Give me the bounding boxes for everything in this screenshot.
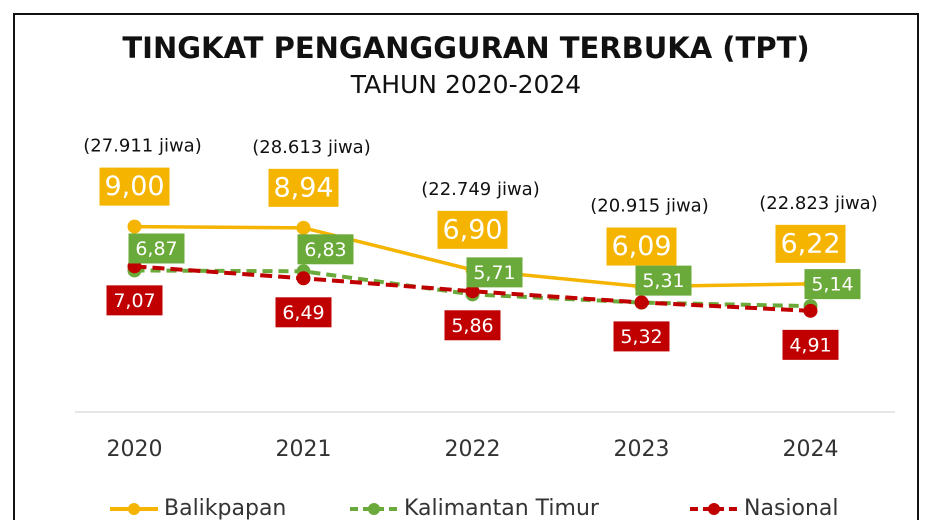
legend-marker — [368, 503, 380, 515]
series-line — [134, 264, 811, 313]
annotation: (22.749 jiwa) — [421, 179, 540, 200]
value-label: 9,00 — [104, 171, 164, 202]
point — [296, 220, 311, 235]
value-label: 4,91 — [789, 334, 831, 356]
value-label: 5,32 — [620, 326, 662, 348]
value-label: 5,14 — [811, 274, 853, 296]
annotation: (28.613 jiwa) — [252, 137, 371, 158]
legend-marker — [128, 503, 140, 515]
value-label: 6,49 — [282, 302, 324, 324]
value-label: 6,09 — [611, 231, 671, 262]
chart-subtitle: TAHUN 2020-2024 — [350, 70, 581, 99]
x-tick-label: 2022 — [445, 437, 501, 462]
x-tick-label: 2020 — [107, 437, 163, 462]
value-label: 8,94 — [273, 172, 333, 203]
x-tick-label: 2021 — [276, 437, 332, 462]
chart-title: TINGKAT PENGANGGURAN TERBUKA (TPT) — [122, 31, 809, 65]
value-label-box — [804, 269, 861, 300]
point — [296, 271, 311, 286]
value-label-box — [444, 310, 501, 341]
value-label-box — [275, 297, 332, 328]
legend-label: Nasional — [744, 496, 839, 520]
value-label: 6,83 — [304, 239, 346, 261]
annotation: (22.823 jiwa) — [759, 193, 878, 214]
value-label: 6,22 — [780, 228, 840, 259]
value-label-box — [613, 321, 670, 352]
point — [634, 295, 649, 310]
x-tick-label: 2024 — [783, 437, 839, 462]
value-label: 7,07 — [113, 290, 155, 312]
annotation: (20.915 jiwa) — [590, 196, 709, 217]
value-label: 5,71 — [473, 262, 515, 284]
point — [465, 284, 480, 299]
value-label-box — [466, 257, 523, 288]
point — [803, 303, 818, 318]
value-label-box — [606, 227, 677, 266]
value-label-box — [128, 233, 185, 264]
value-label-box — [106, 285, 163, 316]
value-label-box — [635, 265, 692, 296]
frame — [13, 13, 919, 520]
legend-marker — [708, 503, 720, 515]
value-label: 5,31 — [642, 270, 684, 292]
annotation: (27.911 jiwa) — [83, 136, 202, 157]
value-label: 5,86 — [451, 315, 493, 337]
legend-label: Kalimantan Timur — [404, 496, 600, 520]
value-label-box — [775, 224, 846, 263]
value-label-box — [297, 234, 354, 265]
value-label-box — [99, 167, 170, 206]
value-label-box — [437, 210, 508, 249]
value-label-box — [782, 329, 839, 360]
x-tick-label: 2023 — [614, 437, 670, 462]
point — [127, 219, 142, 234]
value-label: 6,87 — [135, 238, 177, 260]
value-label: 6,90 — [442, 214, 502, 245]
legend-label: Balikpapan — [164, 496, 286, 520]
value-label-box — [268, 168, 339, 207]
